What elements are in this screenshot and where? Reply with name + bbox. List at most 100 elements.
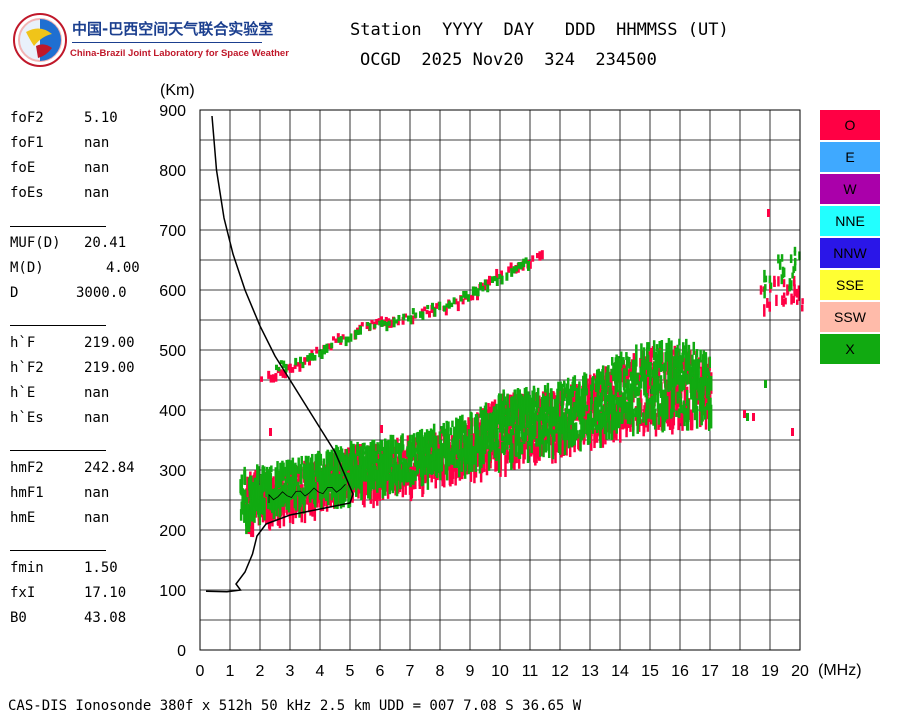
echo-point [299,491,302,508]
trace-fit-line [268,483,346,503]
echo-point [515,452,518,464]
echo-point [708,356,712,368]
echo-point [257,483,260,506]
echo-point [471,294,475,301]
echo-point [797,285,801,293]
echo-point [572,376,575,391]
echo-point [685,374,689,385]
echo-point [306,456,310,467]
echo-point [467,420,471,436]
echo-point [584,412,587,424]
echo-point [692,374,696,388]
echo-point [627,388,631,402]
echo-point [795,288,799,298]
echo-point [428,310,431,318]
echo-point [683,381,687,401]
echo-point [461,298,465,305]
echo-point [501,423,505,434]
echo-point [602,413,605,428]
echo-point [395,442,398,454]
echo-point [457,456,461,478]
echo-point [666,416,670,427]
echo-point [495,268,499,278]
y-tick-label: 800 [159,163,186,180]
echo-point [442,466,446,488]
echo-point [515,265,518,272]
echo-point [344,463,347,486]
echo-point [464,290,468,299]
echo-point [431,450,434,471]
echo-point [773,279,776,287]
echo-point [373,444,376,466]
echo-point [485,419,489,430]
echo-point [780,254,784,262]
echo-point [298,362,302,372]
echo-point [456,419,460,433]
echo-point [311,353,314,361]
echo-point [267,477,270,499]
echo-point [639,357,642,368]
echo-point [269,507,273,519]
echo-point [501,400,504,418]
echo-point [515,437,518,457]
echo-point [340,470,343,490]
echo-point [479,445,483,460]
echo-point [608,371,611,390]
echo-point [683,373,686,382]
echo-point [626,379,629,400]
x-tick-label: 16 [671,663,689,680]
param-label: B0 [10,610,27,626]
echo-point [531,414,535,425]
echo-point [588,424,591,444]
echo-point [387,320,391,326]
echo-point [510,268,514,277]
echo-point [562,412,565,428]
echo-point [283,466,287,477]
echo-point [461,421,465,434]
echo-point [632,353,636,362]
echo-point [284,483,288,499]
echo-point [569,412,573,425]
echo-point [562,420,565,441]
x-tick-label: 12 [551,663,569,680]
echo-point [316,490,319,502]
echo-point [257,499,260,518]
echo-point [411,308,415,315]
y-tick-label: 900 [159,103,186,120]
echo-point [634,407,637,418]
echo-point [777,254,780,264]
echo-point [291,457,295,482]
echo-point [350,452,353,469]
echo-point [378,479,382,501]
echo-point [576,430,579,439]
echo-point [536,387,540,408]
echo-point [474,286,478,296]
echo-point [644,402,647,410]
echo-point [579,429,582,452]
echo-point [364,446,367,455]
echo-point [265,489,268,497]
echo-point [789,254,793,264]
echo-point [456,436,460,459]
echo-point [370,319,374,325]
echo-point [544,395,547,413]
echo-point [375,318,379,325]
echo-point [610,368,613,376]
echo-point [392,446,396,466]
echo-point [568,388,571,401]
echo-point [661,397,664,419]
echo-point [653,388,656,408]
echo-point [602,379,606,393]
echo-point [341,334,345,340]
echo-point [695,354,698,372]
echo-point [495,277,499,286]
echo-point [334,461,337,469]
echo-point [613,418,616,429]
echo-point [797,291,801,301]
echo-point [482,443,485,454]
echo-point [570,385,573,397]
echo-point [530,430,534,441]
echo-point [498,413,502,433]
echo-point [628,356,631,369]
echo-point [326,466,329,486]
